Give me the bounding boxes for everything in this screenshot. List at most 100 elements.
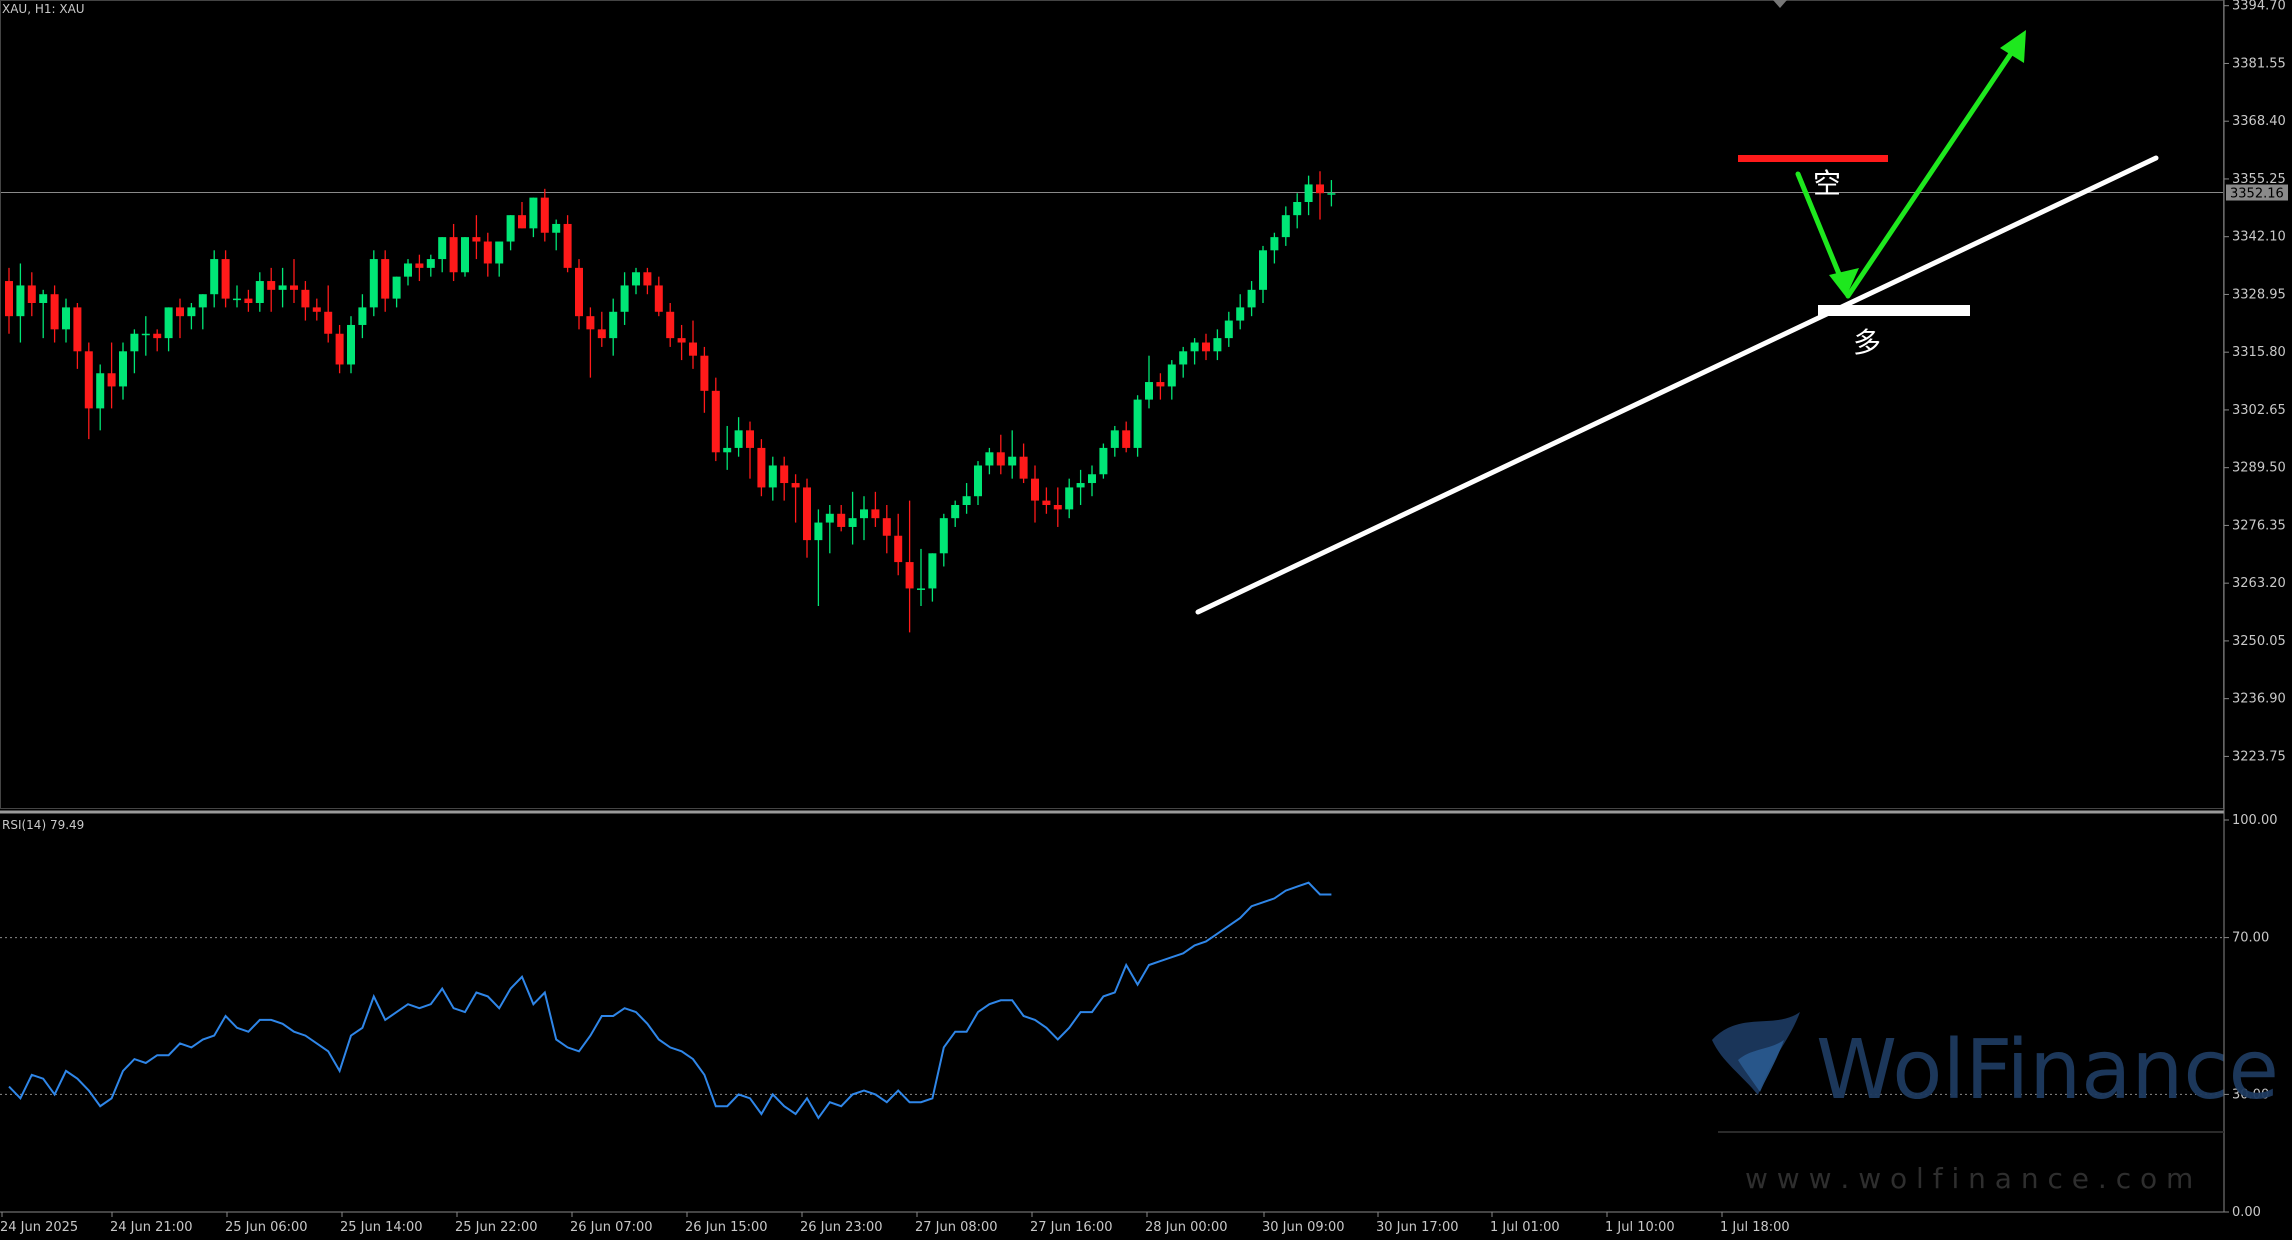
candle-bear	[153, 333, 162, 339]
candle-bull	[1008, 456, 1017, 466]
candle-bull	[347, 324, 355, 365]
candle-bull	[141, 333, 150, 336]
candle-bull	[1213, 338, 1222, 352]
candle-bull	[1281, 215, 1290, 238]
time-tick-label: 24 Jun 21:00	[110, 1220, 193, 1235]
candle-bull	[1110, 430, 1119, 448]
candle-bear	[1202, 342, 1210, 352]
candle-bear	[518, 215, 526, 229]
price-tick-label: 3315.80	[2232, 345, 2286, 360]
scroll-marker	[1773, 0, 1787, 8]
candle-bull	[928, 553, 937, 589]
candle-bull	[62, 307, 70, 330]
candle-bull	[210, 259, 219, 295]
candle-bear	[597, 329, 606, 339]
candle-bear	[107, 373, 116, 387]
candle-bull	[552, 223, 561, 233]
candle-bull	[1167, 364, 1176, 387]
candle-bear	[415, 263, 424, 268]
candle-bull	[609, 311, 618, 339]
time-tick-label: 25 Jun 14:00	[340, 1220, 423, 1235]
rsi-tick-label: 70.00	[2232, 931, 2269, 946]
candle-bear	[176, 307, 184, 317]
time-tick-label: 1 Jul 10:00	[1605, 1220, 1675, 1235]
watermark-url: w w w . w o l f i n a n c e . c o m	[1745, 1162, 2193, 1195]
candle-bull	[392, 276, 401, 299]
candle-bear	[1156, 382, 1165, 387]
candle-bear	[244, 298, 253, 303]
candle-bear	[50, 294, 59, 330]
candle-bear	[1053, 505, 1062, 510]
time-tick-label: 26 Jun 23:00	[800, 1220, 883, 1235]
candle-bull	[768, 465, 777, 488]
candle-bull	[825, 513, 834, 523]
long-label: 多	[1853, 326, 1881, 359]
price-tick-label: 3302.65	[2232, 403, 2286, 418]
current-price-label: 3352.16	[2230, 187, 2284, 202]
candle-bull	[1133, 399, 1142, 448]
candle-bull	[506, 215, 515, 242]
candle-bull	[848, 518, 857, 527]
price-tick-label: 3223.75	[2232, 749, 2286, 764]
candle-bear	[290, 285, 298, 290]
rsi-tick-label: 0.00	[2232, 1205, 2261, 1220]
candle-bull	[814, 522, 823, 541]
candle-bull	[438, 237, 447, 260]
candle-bull	[233, 298, 241, 301]
price-tick-label: 3328.95	[2232, 287, 2286, 302]
candle-bull	[255, 281, 264, 303]
candle-bear	[267, 281, 276, 290]
candle-bull	[529, 197, 538, 229]
price-tick-label: 3276.35	[2232, 518, 2286, 533]
candle-bear	[837, 513, 846, 527]
price-tick-label: 3368.40	[2232, 114, 2286, 129]
time-tick-label: 26 Jun 07:00	[570, 1220, 653, 1235]
candle-bear	[871, 509, 880, 519]
price-tick-label: 3236.90	[2232, 692, 2286, 707]
candle-bull	[187, 307, 196, 317]
candle-bear	[1019, 456, 1028, 479]
candle-bear	[335, 333, 344, 365]
candle-bear	[575, 267, 583, 317]
candle-bear	[84, 351, 93, 409]
candle-bear	[700, 355, 709, 391]
candle-bull	[723, 447, 732, 453]
rsi-tick-label: 100.00	[2232, 813, 2278, 828]
candle-bull	[1065, 487, 1074, 510]
candle-bear	[791, 483, 800, 488]
candle-bear	[563, 223, 572, 268]
candle-bull	[404, 263, 412, 277]
time-tick-label: 27 Jun 08:00	[915, 1220, 998, 1235]
candle-bear	[73, 307, 82, 352]
up-arrow-line	[1845, 43, 2019, 299]
price-tick-label: 3263.20	[2232, 576, 2286, 591]
candle-bull	[1293, 202, 1302, 216]
time-tick-label: 24 Jun 2025	[0, 1220, 78, 1235]
candle-bear	[221, 259, 230, 299]
candle-bull	[461, 237, 469, 273]
candle-bull	[1270, 237, 1279, 251]
watermark-brand: WolFinance	[1816, 1023, 2279, 1118]
candle-bull	[1179, 351, 1188, 365]
candle-bull	[620, 285, 629, 312]
symbol-label: XAU, H1: XAU	[2, 2, 85, 16]
time-tick-label: 30 Jun 17:00	[1376, 1220, 1459, 1235]
candle-bear	[711, 390, 720, 453]
candle-bull	[1076, 483, 1085, 488]
price-pane-frame	[0, 0, 2224, 809]
time-tick-label: 28 Jun 00:00	[1145, 1220, 1228, 1235]
candle-bull	[917, 588, 925, 590]
support-trendline	[1195, 155, 2159, 615]
candle-bear	[746, 430, 754, 448]
candle-bear	[666, 311, 675, 339]
time-tick-label: 26 Jun 15:00	[685, 1220, 768, 1235]
candle-bull	[1099, 447, 1108, 475]
time-tick-label: 1 Jul 01:00	[1490, 1220, 1560, 1235]
candle-bull	[1190, 342, 1199, 352]
candle-bear	[780, 465, 789, 484]
candle-bull	[1247, 289, 1256, 308]
price-tick-label: 3342.10	[2232, 230, 2286, 245]
candle-bear	[654, 285, 663, 312]
candle-bull	[1088, 474, 1096, 484]
